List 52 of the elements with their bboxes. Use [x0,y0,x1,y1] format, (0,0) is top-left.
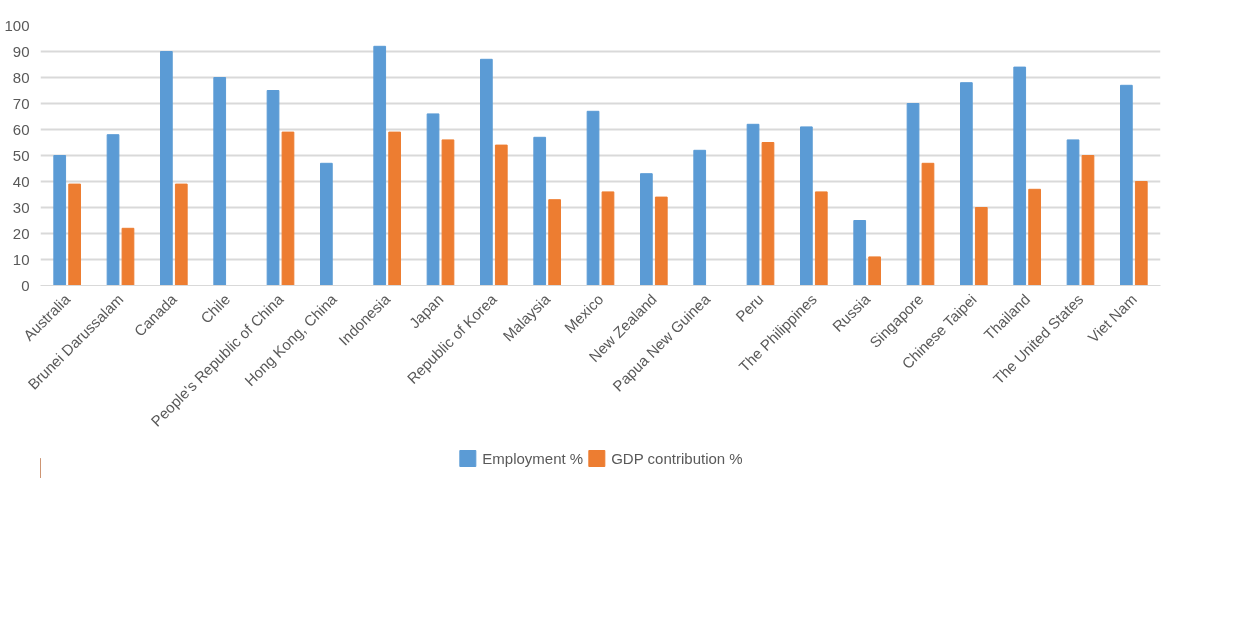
bar [601,191,615,286]
y-tick-label: 70 [12,94,30,112]
bar [921,162,935,286]
bar [533,136,547,286]
bar [974,207,988,286]
y-tick-label: 100 [4,16,30,34]
bar [121,227,135,286]
y-tick-label: 60 [12,120,30,138]
bar [480,58,493,286]
y-tick-label: 90 [12,42,30,60]
bar [693,149,707,286]
bar [1120,84,1133,286]
bar [906,103,920,286]
bar [1081,155,1095,286]
bar [800,126,813,286]
bar [761,142,775,286]
bar [53,155,67,286]
bar [960,82,973,286]
bar [174,183,188,286]
bar [494,144,508,286]
bar [373,45,387,286]
bar [160,51,173,286]
bar [853,220,867,286]
bar [1013,66,1027,286]
bar [320,162,333,286]
bar [441,139,455,286]
bar [213,77,227,286]
bar [266,90,280,286]
legend-label: GDP contribution % [611,449,743,467]
y-tick-label: 0 [21,276,30,294]
bar [868,256,881,286]
bar [548,199,561,286]
bar [586,110,600,286]
y-tick-label: 50 [12,146,30,164]
bar [640,173,653,286]
bar [68,183,81,286]
bar [1134,181,1148,286]
bar [106,134,120,286]
y-tick-label: 20 [12,224,30,242]
y-tick-label: 30 [12,198,30,216]
bar [281,131,295,286]
y-tick-label: 40 [12,172,30,190]
y-tick-label: 10 [12,250,30,268]
bar [1028,188,1041,286]
bar [1066,139,1080,286]
legend-label: Employment % [482,449,584,467]
y-tick-label: 80 [12,68,30,86]
bar [746,123,760,286]
bar [654,196,668,286]
bar [814,191,828,286]
bar [388,131,401,286]
bar [426,113,440,286]
